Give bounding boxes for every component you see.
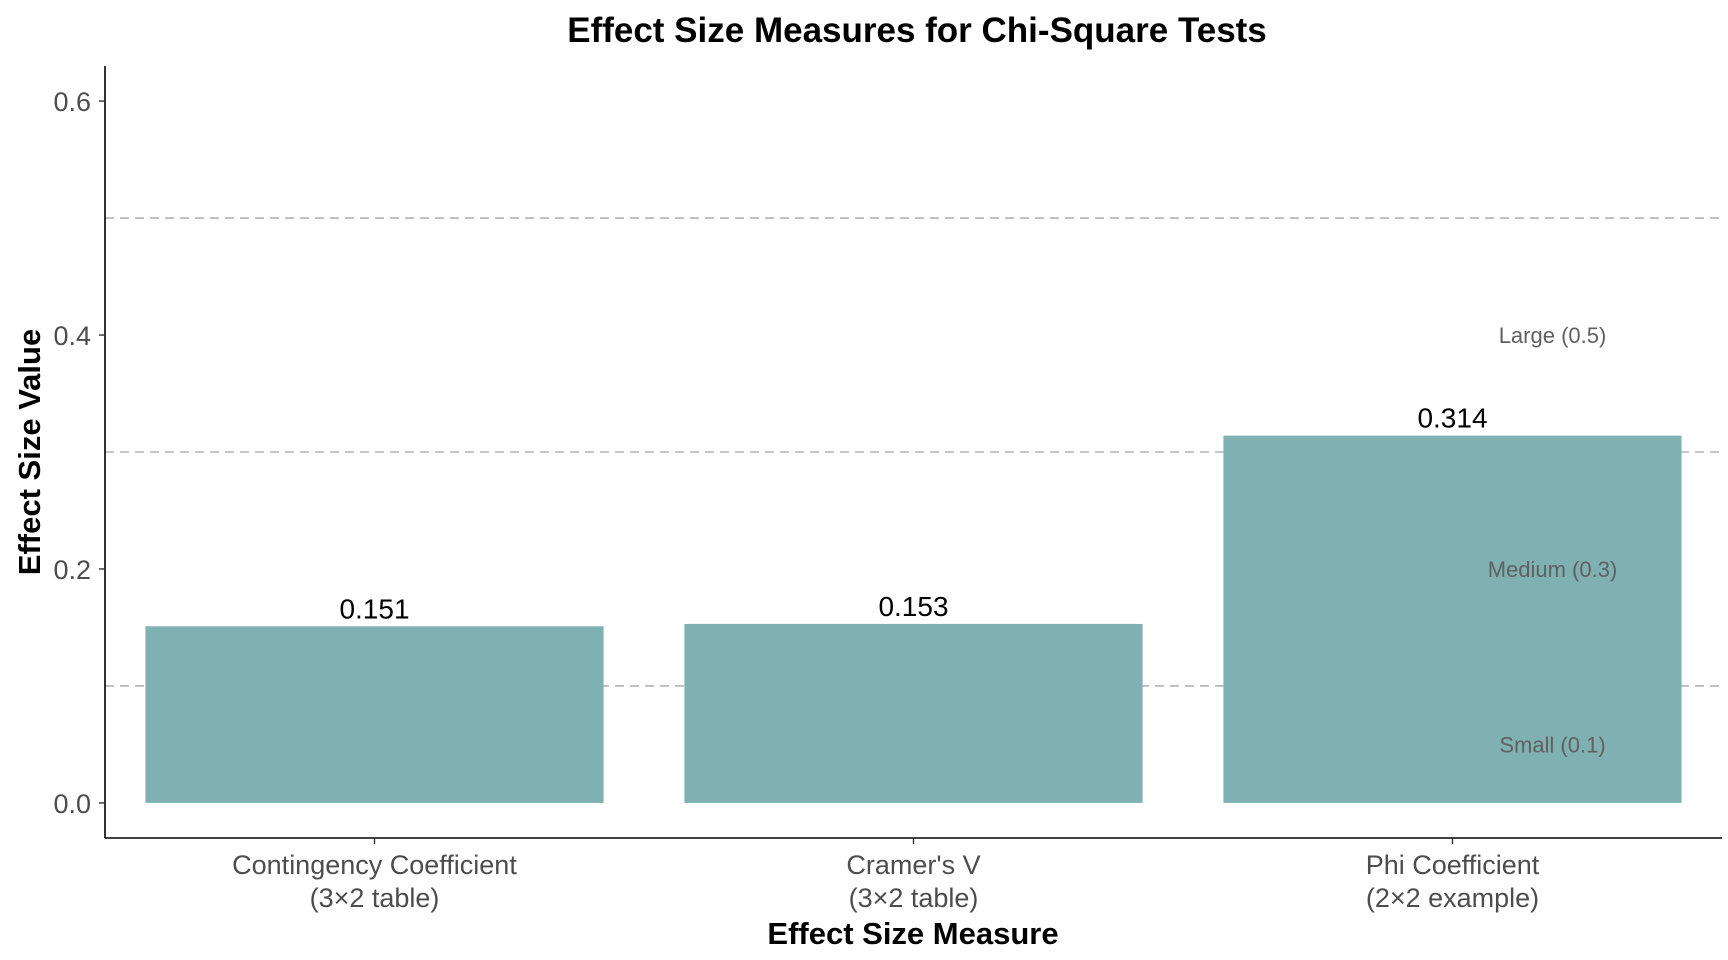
reference-line-labels: Small (0.1) Medium (0.3) Large (0.5) xyxy=(1488,323,1618,757)
reference-label-0: Small (0.1) xyxy=(1499,732,1605,757)
y-tick-label-1: 0.2 xyxy=(53,555,91,585)
reference-label-1: Medium (0.3) xyxy=(1488,557,1618,582)
value-label-0: 0.151 xyxy=(339,593,409,624)
x-axis-ticks: Contingency Coefficient(3×2 table)Cramer… xyxy=(232,838,1540,913)
x-tick-label-1-line-0: Cramer's V xyxy=(846,850,980,880)
x-tick-label-1-line-1: (3×2 table) xyxy=(849,883,979,913)
bars xyxy=(145,435,1682,803)
bar-1 xyxy=(684,623,1143,803)
bar-0 xyxy=(145,626,604,803)
y-tick-label-2: 0.4 xyxy=(53,321,91,351)
x-tick-label-0-line-0: Contingency Coefficient xyxy=(232,850,517,880)
x-tick-label-2-line-0: Phi Coefficient xyxy=(1366,850,1540,880)
x-axis-title: Effect Size Measure xyxy=(767,916,1058,951)
reference-label-2: Large (0.5) xyxy=(1499,323,1607,348)
y-axis-title: Effect Size Value xyxy=(12,329,47,575)
y-axis-ticks: 0.0 0.2 0.4 0.6 xyxy=(53,87,105,819)
x-tick-label-2-line-1: (2×2 example) xyxy=(1366,883,1539,913)
bar-2 xyxy=(1223,435,1682,803)
y-tick-label-3: 0.6 xyxy=(53,87,91,117)
value-label-1: 0.153 xyxy=(878,591,948,622)
x-tick-label-0-line-1: (3×2 table) xyxy=(310,883,440,913)
y-tick-label-0: 0.0 xyxy=(53,789,91,819)
value-labels: 0.151 0.153 0.314 xyxy=(339,403,1487,625)
value-label-2: 0.314 xyxy=(1417,403,1487,434)
chart-title: Effect Size Measures for Chi-Square Test… xyxy=(567,11,1267,50)
